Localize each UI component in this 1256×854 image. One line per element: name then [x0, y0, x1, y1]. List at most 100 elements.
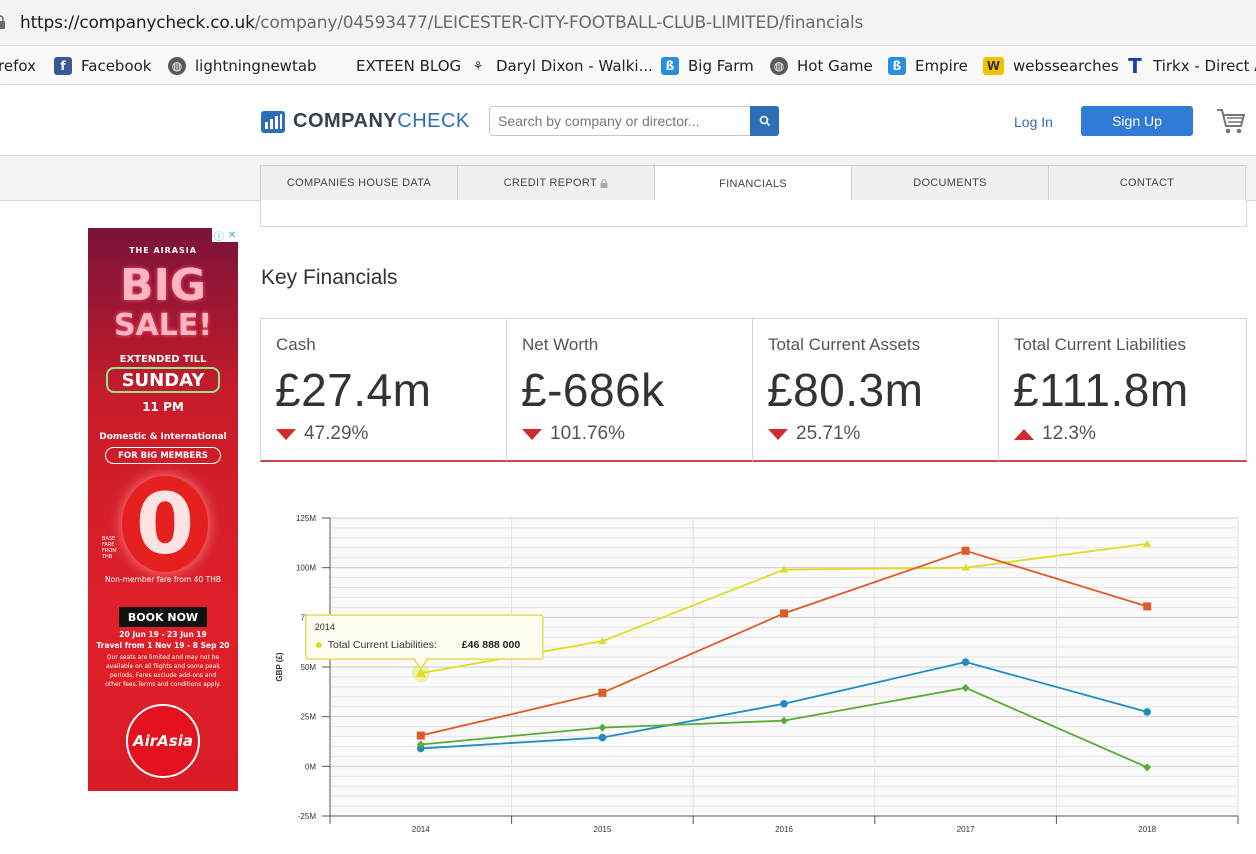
ad-extended: EXTENDED TILL: [119, 354, 207, 365]
lock-icon: [600, 178, 608, 188]
ad-base-fare: BASE FARE FROM THB: [102, 536, 117, 560]
data-point[interactable]: [961, 563, 970, 571]
lock-icon: [0, 15, 5, 29]
bookmark-exteen-blog[interactable]: EXTEEN BLOG: [356, 57, 462, 75]
y-axis-label: GBP (£): [275, 652, 284, 682]
card-label: Net Worth: [522, 335, 599, 354]
x-tick-label: 2015: [594, 825, 612, 834]
ad-time: 11 PM: [142, 400, 184, 414]
companycheck-logo[interactable]: COMPANYCHECK: [261, 110, 470, 133]
game-b-icon: ß: [888, 57, 906, 75]
airasia-advertisement[interactable]: ⓘ ✕ THE AIRASIA BIG SALE! EXTENDED TILL S…: [88, 228, 238, 791]
browser-address-bar[interactable]: https://companycheck.co.uk/company/04593…: [0, 0, 1256, 46]
data-point[interactable]: [780, 716, 788, 725]
data-point[interactable]: [961, 683, 970, 692]
close-icon[interactable]: ✕: [227, 229, 237, 241]
ad-fine-print: available on all flights and some peak: [106, 663, 220, 670]
ad-dates: 20 Jun 19 - 23 Jun 19: [119, 630, 207, 639]
tab-documents[interactable]: DOCUMENTS: [851, 165, 1049, 201]
data-point[interactable]: [598, 733, 607, 742]
tab-contact[interactable]: CONTACT: [1048, 165, 1246, 201]
data-point[interactable]: [1143, 763, 1152, 772]
data-point[interactable]: [780, 565, 788, 573]
content-panel-top: [260, 200, 1247, 227]
tooltip-value: £46 888 000: [462, 639, 521, 651]
y-tick-label: 25M: [300, 713, 316, 722]
card-label: Cash: [276, 335, 316, 354]
globe-icon: ◍: [770, 57, 788, 75]
arrow-up-icon: [1014, 428, 1034, 440]
card-change: 12.3%: [1014, 423, 1096, 445]
data-point[interactable]: [1143, 539, 1152, 547]
bookmark-empire[interactable]: ß Empire: [888, 55, 968, 77]
signup-button[interactable]: Sign Up: [1081, 106, 1193, 136]
card-change: 47.29%: [276, 423, 368, 445]
site-header: COMPANYCHECK Log In Sign Up: [0, 86, 1256, 156]
tooltip-year: 2014: [315, 622, 335, 632]
card-value: £27.4m: [275, 364, 432, 416]
x-tick-label: 2016: [775, 825, 793, 834]
ad-sale: SALE!: [113, 308, 213, 343]
arrow-down-icon: [522, 428, 542, 440]
key-financials-cards: Cash £27.4m 47.29% Net Worth £-686k 101.…: [260, 318, 1247, 462]
cart-icon[interactable]: [1216, 107, 1246, 135]
info-icon: ⓘ: [213, 231, 224, 243]
data-point[interactable]: [598, 723, 607, 732]
ad-domestic: Domestic & International: [99, 432, 227, 442]
walker-icon: ⚘: [472, 59, 484, 73]
data-point[interactable]: [1143, 708, 1151, 716]
card-change: 25.71%: [768, 423, 860, 445]
card-cash: Cash £27.4m 47.29%: [261, 319, 507, 461]
data-point[interactable]: [780, 609, 788, 618]
bookmark-facebook[interactable]: f Facebook: [54, 55, 151, 77]
search-button[interactable]: [750, 106, 779, 136]
card-label: Total Current Assets: [768, 335, 921, 354]
bookmark-firefox[interactable]: refox: [0, 57, 36, 75]
bookmark-lightningnewtab[interactable]: ◍ lightningnewtab: [168, 55, 317, 77]
url-text[interactable]: https://companycheck.co.uk/company/04593…: [20, 13, 864, 33]
ad-travel-dates: Travel from 1 Nov 19 - 8 Sep 20: [96, 641, 230, 650]
data-point[interactable]: [1143, 602, 1152, 611]
data-point[interactable]: [416, 731, 425, 740]
ad-fine-print: other fees.Terms and conditions apply.: [105, 681, 221, 688]
data-point[interactable]: [598, 637, 607, 645]
card-value: £111.8m: [1013, 364, 1189, 416]
data-point[interactable]: [780, 699, 788, 708]
data-point[interactable]: [961, 546, 970, 555]
card-change: 101.76%: [522, 423, 625, 445]
card-total-current-assets: Total Current Assets £80.3m 25.71%: [753, 319, 999, 461]
t-logo-icon: T: [1128, 54, 1142, 78]
data-point[interactable]: [598, 688, 607, 697]
data-point[interactable]: [961, 658, 970, 666]
bookmark-hot-game[interactable]: ◍ Hot Game: [770, 55, 873, 77]
y-tick-label: 125M: [296, 514, 316, 523]
ad-big: BIG: [119, 260, 207, 311]
tab-financials[interactable]: FINANCIALS: [654, 165, 852, 202]
ad-fine-print: Our seats are limited and may not be: [106, 654, 220, 661]
x-tick-label: 2018: [1138, 825, 1156, 834]
tooltip-series-dot: [315, 642, 322, 649]
tab-credit-report[interactable]: CREDIT REPORT: [457, 165, 655, 201]
login-link[interactable]: Log In: [1014, 114, 1053, 130]
search-icon: [759, 115, 770, 127]
financials-line-chart[interactable]: 125M100M75M50M25M0M-25M20142015201620172…: [262, 508, 1256, 854]
ad-choices[interactable]: ⓘ ✕: [212, 228, 238, 243]
ad-book-now-button[interactable]: BOOK NOW: [119, 607, 207, 627]
bookmark-daryl-dixon[interactable]: ⚘ Daryl Dixon - Walki...: [469, 55, 653, 77]
ad-brand: THE AIRASIA: [129, 246, 197, 255]
bookmark-big-farm[interactable]: ß Big Farm: [661, 55, 754, 77]
search-input[interactable]: [490, 107, 752, 135]
card-value: £-686k: [521, 364, 665, 416]
tab-companies-house-data[interactable]: COMPANIES HOUSE DATA: [260, 165, 458, 201]
chart-tooltip: [305, 614, 544, 660]
arrow-down-icon: [276, 428, 296, 440]
logo-chart-icon: [261, 110, 285, 133]
game-b-icon: ß: [661, 57, 679, 75]
x-tick-label: 2017: [957, 825, 975, 834]
y-tick-label: 100M: [296, 564, 316, 573]
data-point[interactable]: [416, 740, 425, 749]
hover-point[interactable]: [415, 668, 426, 678]
ad-members: FOR BIG MEMBERS: [105, 447, 221, 464]
